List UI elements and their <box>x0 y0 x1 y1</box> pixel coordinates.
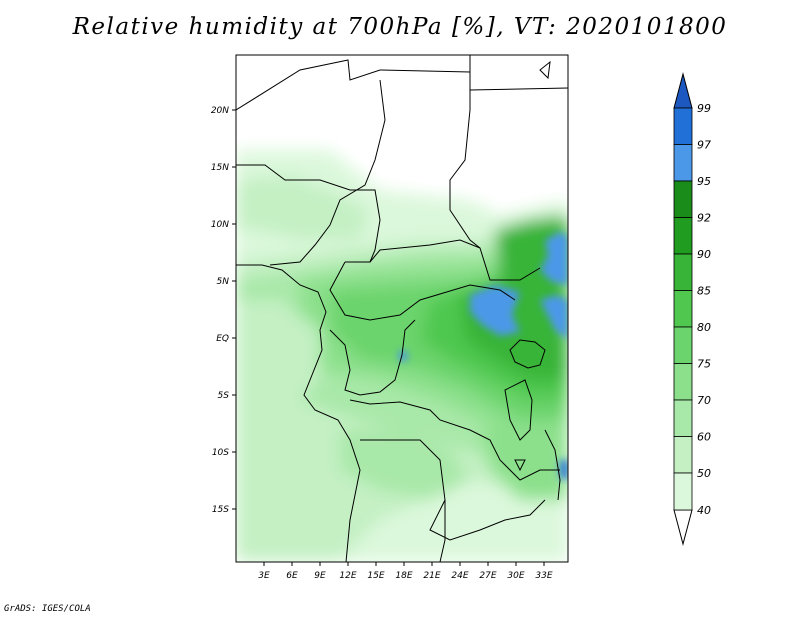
lon-label: 15E <box>367 571 384 581</box>
colorbar-cell <box>673 290 693 328</box>
colorbar-cell <box>673 436 693 474</box>
colorbar-cell <box>673 144 693 182</box>
lon-labels: 3E 6E 9E 12E 15E 18E 21E 24E 27E 30E 33E <box>258 571 553 581</box>
colorbar-cell <box>673 363 693 401</box>
lat-label: 10S <box>212 448 229 458</box>
lon-label: 21E <box>423 571 440 581</box>
lat-label: 10N <box>211 220 229 230</box>
map-frame <box>235 54 569 563</box>
lon-label: 24E <box>451 571 468 581</box>
footer-credit: GrADS: IGES/COLA <box>4 604 91 614</box>
colorbar-label: 95 <box>697 175 711 188</box>
lat-label: 5S <box>218 391 230 401</box>
colorbar-label: 85 <box>697 285 711 298</box>
chart-title: Relative humidity at 700hPa [%], VT: 202… <box>72 14 728 40</box>
lon-label: 12E <box>339 571 356 581</box>
colorbar-cell <box>673 107 693 145</box>
lat-label: 20N <box>211 106 229 116</box>
axis-ticks <box>232 109 545 566</box>
lon-label: 30E <box>507 571 524 581</box>
lon-label: 18E <box>395 571 412 581</box>
lon-label: 27E <box>479 571 496 581</box>
colorbar-cell <box>673 180 693 218</box>
lon-label: 3E <box>258 571 270 581</box>
humidity-field <box>236 55 568 562</box>
colorbar-label: 80 <box>697 321 711 334</box>
colorbar-cell <box>673 472 693 511</box>
lat-labels: 20N 15N 10N 5N EQ 5S 10S 15S <box>211 106 229 515</box>
colorbar-bottom-arrow <box>673 509 693 546</box>
colorbar-label: 92 <box>697 212 711 225</box>
colorbar-label: 90 <box>697 248 711 261</box>
colorbar-label: 40 <box>697 504 711 517</box>
colorbar-label: 75 <box>697 358 711 371</box>
country-borders <box>236 55 568 562</box>
colorbar-cell <box>673 326 693 364</box>
colorbar-cell <box>673 217 693 255</box>
colorbar-label: 50 <box>697 467 711 480</box>
colorbar-label: 99 <box>697 102 711 115</box>
colorbar-top-arrow <box>673 72 693 109</box>
colorbar-label: 97 <box>697 139 711 152</box>
lon-label: 9E <box>314 571 326 581</box>
colorbar: 99 97 95 92 90 85 80 75 70 60 50 40 <box>673 72 711 546</box>
colorbar-label: 60 <box>697 431 711 444</box>
colorbar-label: 70 <box>697 394 711 407</box>
lon-label: 6E <box>286 571 298 581</box>
lon-label: 33E <box>535 571 552 581</box>
lat-label: 5N <box>217 277 230 287</box>
colorbar-cell <box>673 399 693 437</box>
colorbar-cell <box>673 253 693 291</box>
lat-label: 15N <box>211 163 229 173</box>
lat-label: 15S <box>212 505 229 515</box>
lat-label: EQ <box>216 334 229 344</box>
